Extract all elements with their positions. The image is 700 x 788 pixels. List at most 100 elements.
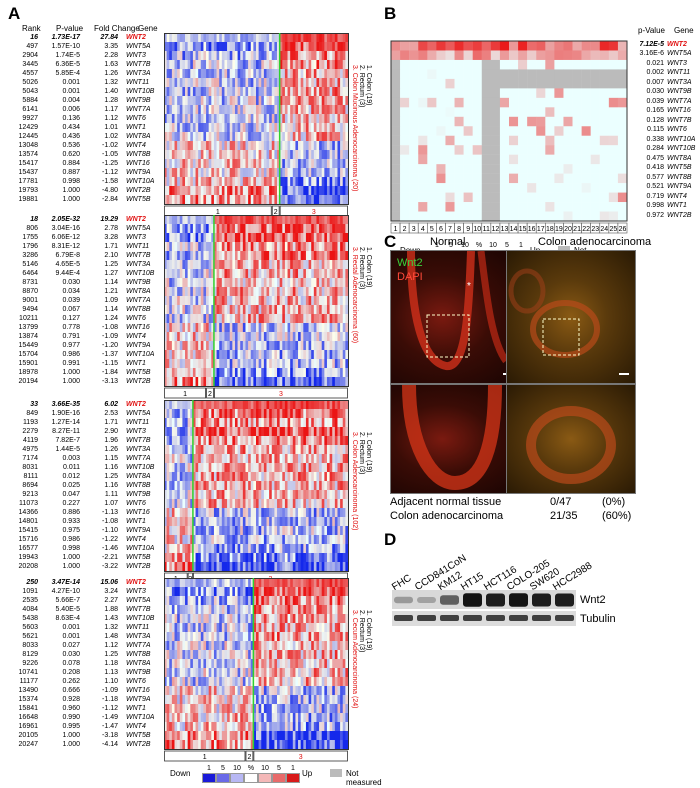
- gene-name: WNT2: [667, 41, 687, 48]
- fold-change-value: -1.47: [102, 723, 118, 730]
- colorbar-tick: 1: [435, 242, 439, 249]
- pvalue-value: 0.418: [646, 164, 664, 172]
- group-legend: 1. Colon (19) 2. Rectum (3) 3. Cecum Adeno…: [351, 610, 372, 708]
- pvalue-value: 0.227: [62, 500, 80, 507]
- gene-name: WNT10B: [126, 615, 155, 622]
- wnt2-band: [532, 593, 551, 607]
- rank-value: 9001: [22, 297, 38, 304]
- gene-name: WNT7B: [126, 252, 151, 259]
- column-number: 15: [519, 226, 527, 233]
- asterisk-marker: *: [467, 281, 471, 292]
- gene-name: WNT3: [667, 59, 687, 67]
- rank-value: 2279: [22, 428, 38, 435]
- rank-value: 5043: [22, 88, 38, 95]
- pvalue-value: 0.933: [62, 518, 80, 525]
- pvalue-value: 0.886: [62, 509, 80, 516]
- panel-label-b: B: [384, 4, 397, 23]
- group-number: 1: [216, 209, 220, 216]
- rank-value: 6141: [22, 106, 38, 113]
- colorbar-tick: 10: [233, 765, 241, 772]
- gene-name: WNT9A: [126, 342, 151, 349]
- band-label-wnt2: Wnt2: [580, 594, 606, 606]
- gene-name: WNT6: [126, 115, 146, 122]
- stat-percent: (0%): [602, 496, 626, 508]
- rank-value: 15415: [18, 527, 38, 534]
- tubulin-band: [417, 615, 436, 621]
- gene-name: WNT8A: [126, 288, 151, 295]
- gene-name: WNT2B: [126, 378, 151, 385]
- rank-value: 2535: [22, 597, 38, 604]
- fold-change-value: -1.25: [102, 160, 118, 167]
- pvalue-value: 0.791: [62, 333, 80, 340]
- tubulin-band: [555, 615, 574, 621]
- pvalue-value: 1.000: [62, 378, 80, 385]
- wnt2-band: [555, 593, 574, 607]
- pvalue-value: 0.998: [646, 202, 664, 210]
- gene-name: WNT7A: [126, 455, 151, 462]
- group-legend-entry: 3. Colon Adenocarcinoma (102): [351, 432, 358, 531]
- group-number: 2: [208, 391, 212, 398]
- group-legend: 1. Colon (19) 2. Rectum (3) 3. Colon Mucin…: [351, 65, 372, 191]
- pvalue-value: 7.82E-7: [55, 437, 80, 444]
- rank-value: 8731: [22, 279, 38, 286]
- colorbar-tick: 10: [461, 242, 469, 249]
- rank-value: 10741: [18, 669, 38, 676]
- pvalue-value: 0.078: [62, 660, 80, 667]
- gene-name: WNT5A: [126, 225, 151, 232]
- pvalue-value: 0.991: [62, 360, 80, 367]
- pvalue-value: 6.79E-8: [55, 252, 80, 259]
- group-legend-entry: 1. Colon (19): [365, 65, 372, 106]
- rank-value: 15437: [18, 169, 38, 176]
- stain-label-wnt2: Wnt2: [397, 257, 423, 269]
- fold-change-value: 3.24: [104, 588, 118, 595]
- fold-change-value: 1.14: [104, 279, 118, 286]
- pvalue-value: 0.165: [646, 107, 664, 115]
- gene-name: WNT7A: [126, 297, 151, 304]
- pvalue-value: 1.000: [62, 196, 80, 203]
- pvalue-value: 0.030: [646, 88, 664, 96]
- rank-value: 8111: [23, 473, 38, 480]
- pvalue-value: 0.021: [646, 59, 664, 67]
- pvalue-value: 1.000: [62, 732, 80, 739]
- fold-change-value: -1.05: [102, 151, 118, 158]
- rank-value: 9213: [22, 491, 38, 498]
- column-number: 4: [421, 226, 425, 233]
- gene-name: WNT10B: [667, 145, 696, 153]
- fold-change-value: -3.18: [102, 732, 118, 739]
- gene-name: WNT9B: [126, 279, 151, 286]
- fold-change-value: 1.02: [104, 133, 118, 140]
- group-legend: 1. Colon (19) 2. Rectum (3) 3. Rectal Aden…: [351, 247, 372, 343]
- pvalue-value: 0.001: [62, 88, 80, 95]
- rank-value: 5603: [22, 624, 38, 631]
- column-number: 6: [439, 226, 443, 233]
- pvalue-value: 4.27E-10: [51, 588, 80, 595]
- pvalue-value: 0.001: [62, 79, 80, 86]
- fold-change-value: 1.26: [104, 70, 118, 77]
- colorbar-cell: %: [244, 765, 258, 783]
- fold-change-value: 1.26: [104, 446, 118, 453]
- pvalue-value: 3.47E-14: [51, 579, 80, 586]
- micrograph-normal-zoom: [390, 384, 520, 494]
- fold-change-value: 1.32: [104, 624, 118, 631]
- pvalue-value: 8.31E-12: [51, 243, 80, 250]
- panel-label-a: A: [8, 4, 21, 23]
- gene-name: WNT5A: [126, 410, 151, 417]
- gene-name: WNT9A: [126, 527, 151, 534]
- gene-name: WNT9B: [126, 669, 151, 676]
- rank-value: 5884: [22, 97, 38, 104]
- panel-label-d: D: [384, 530, 397, 549]
- pvalue-value: 0.884: [62, 160, 80, 167]
- rank-value: 13874: [18, 333, 38, 340]
- heatmap-grid: 1 2 3: [164, 33, 349, 217]
- gene-name: WNT1: [126, 518, 146, 525]
- gene-name: WNT16: [126, 160, 150, 167]
- rank-value: 6464: [22, 270, 38, 277]
- group-legend-entry: 3. Colon Mucinous Adenocarcinoma (20): [351, 65, 358, 192]
- pvalue-value: 0.338: [646, 135, 664, 143]
- gene-name: WNT9B: [667, 88, 692, 96]
- group-number: 3: [299, 754, 303, 761]
- fold-change-value: -1.58: [102, 178, 118, 185]
- column-number: 20: [564, 226, 572, 233]
- gene-name: WNT5A: [667, 50, 692, 58]
- rank-value: 11073: [19, 500, 38, 507]
